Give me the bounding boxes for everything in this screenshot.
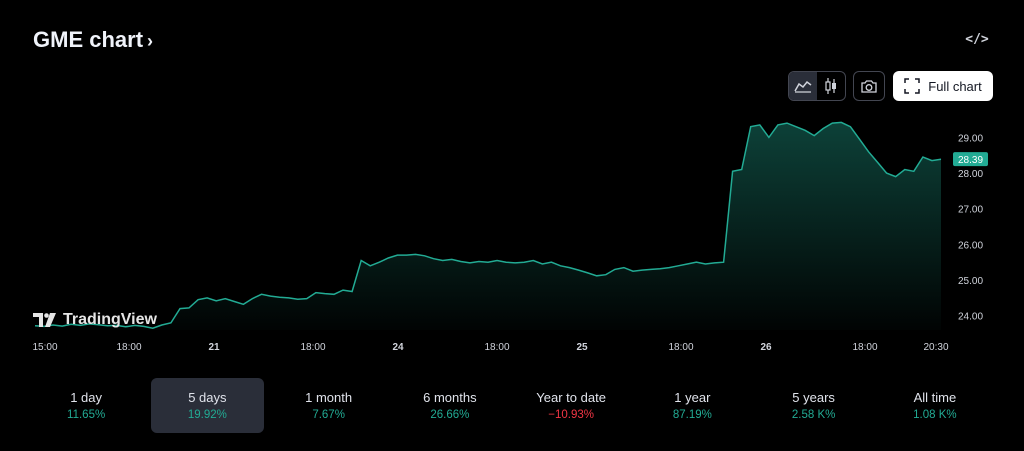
range-label: 5 days xyxy=(188,390,227,405)
range-label: Year to date xyxy=(536,390,606,405)
fullscreen-icon xyxy=(904,78,921,94)
range-label: 6 months xyxy=(423,390,477,405)
tradingview-logo: TradingView xyxy=(33,311,157,329)
y-tick-label: 25.00 xyxy=(958,276,983,287)
x-tick-label: 15:00 xyxy=(32,342,57,353)
range-change: 11.65% xyxy=(67,409,106,421)
x-tick-label: 18:00 xyxy=(116,342,141,353)
range-label: 1 year xyxy=(674,390,711,405)
range-change: −10.93% xyxy=(548,409,594,421)
range-label: 1 day xyxy=(70,390,103,405)
x-tick-label: 25 xyxy=(576,342,588,353)
full-chart-label: Full chart xyxy=(928,78,982,94)
chart-title-link[interactable]: GME chart › xyxy=(33,27,153,53)
x-tick-label: 18:00 xyxy=(852,342,877,353)
period-selector: 1 day 11.65% 5 days 19.92% 1 month 7.67% 6 mon… xyxy=(30,378,1000,433)
range-label: 1 month xyxy=(305,390,353,405)
x-tick-label: 21 xyxy=(208,342,220,353)
range-label: 5 years xyxy=(792,390,835,405)
range-change: 87.19% xyxy=(672,409,712,421)
chevron-right-icon: › xyxy=(147,30,154,51)
range-option-7[interactable]: All time 1.08 K% xyxy=(879,378,991,433)
range-option-3[interactable]: 6 months 26.66% xyxy=(394,378,506,433)
range-label: All time xyxy=(913,390,957,405)
y-tick-label: 28.00 xyxy=(958,169,983,180)
chart-type-group xyxy=(788,71,846,101)
full-chart-button[interactable]: Full chart xyxy=(893,71,993,101)
code-icon: </> xyxy=(965,31,989,47)
range-option-6[interactable]: 5 years 2.58 K% xyxy=(758,378,870,433)
x-tick-label: 24 xyxy=(392,342,404,353)
area-chart-button[interactable] xyxy=(789,72,817,100)
price-area xyxy=(35,122,941,331)
range-change: 2.58 K% xyxy=(791,409,836,421)
y-tick-label: 27.00 xyxy=(958,205,983,216)
y-tick-label: 26.00 xyxy=(958,240,983,251)
x-tick-label: 18:00 xyxy=(484,342,509,353)
range-change: 26.66% xyxy=(430,409,470,421)
y-tick-label: 29.00 xyxy=(958,133,983,144)
x-tick-label: 18:00 xyxy=(300,342,325,353)
last-price-badge xyxy=(953,152,988,167)
camera-icon xyxy=(861,79,877,93)
candles-chart-button[interactable] xyxy=(817,72,845,100)
range-change: 19.92% xyxy=(187,409,227,421)
chart-title: GME chart xyxy=(33,27,144,52)
range-option-0[interactable]: 1 day 11.65% xyxy=(30,378,142,433)
area-chart-icon xyxy=(794,80,812,93)
range-option-1[interactable]: 5 days 19.92% xyxy=(151,378,264,433)
range-option-4[interactable]: Year to date −10.93% xyxy=(515,378,627,433)
range-change: 7.67% xyxy=(312,409,345,421)
embed-code-button[interactable]: </> xyxy=(964,28,990,50)
range-option-2[interactable]: 1 month 7.67% xyxy=(273,378,385,433)
tradingview-logo-icon xyxy=(33,313,56,327)
x-tick-label: 26 xyxy=(760,342,772,353)
x-tick-label: 18:00 xyxy=(668,342,693,353)
y-tick-label: 24.00 xyxy=(958,312,983,323)
tradingview-wordmark: TradingView xyxy=(63,311,157,328)
price-line xyxy=(34,121,942,329)
candles-icon xyxy=(825,78,836,94)
snapshot-button[interactable] xyxy=(853,71,885,101)
range-change: 1.08 K% xyxy=(913,409,957,421)
price-chart[interactable]: 24.00 25.00 26.00 27.00 28.00 29.00 28.39 15:00… xyxy=(0,110,1000,360)
range-option-5[interactable]: 1 year 87.19% xyxy=(636,378,748,433)
x-tick-label: 20:30 xyxy=(923,342,948,353)
last-price-label: 28.39 xyxy=(958,155,983,166)
